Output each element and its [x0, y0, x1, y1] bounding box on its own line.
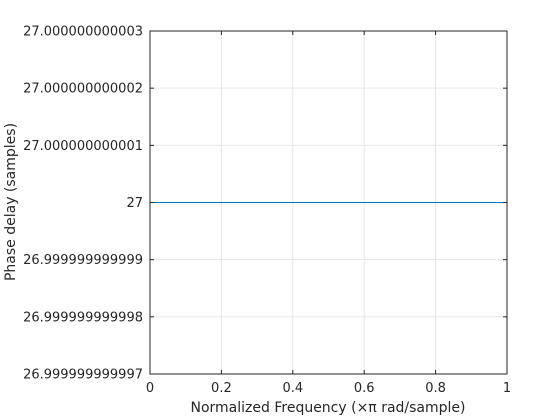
y-tick-label: 26.999999999999 — [23, 253, 143, 268]
x-tick-label: 0 — [146, 381, 154, 396]
y-tick-labels: 26.999999999997 26.999999999998 26.9999999… — [23, 25, 143, 383]
ticks — [149, 30, 508, 375]
x-tick-labels: 0 0.2 0.4 0.6 0.8 1 — [146, 381, 511, 396]
y-axis-label: Phase delay (samples) — [3, 123, 19, 281]
y-tick-label: 27.000000000001 — [23, 139, 143, 154]
x-tick-label: 0.6 — [354, 381, 375, 396]
x-axis-label: Normalized Frequency (×π rad/sample) — [191, 400, 466, 416]
y-tick-label: 26.999999999998 — [23, 310, 143, 325]
y-tick-label: 27.000000000003 — [23, 25, 143, 40]
y-tick-label: 27 — [126, 196, 143, 211]
x-tick-label: 0.2 — [211, 381, 232, 396]
y-tick-label: 26.999999999997 — [23, 368, 143, 383]
y-tick-label: 27.000000000002 — [23, 82, 143, 97]
x-tick-label: 0.4 — [282, 381, 303, 396]
x-tick-label: 0.8 — [425, 381, 446, 396]
x-tick-label: 1 — [503, 381, 511, 396]
